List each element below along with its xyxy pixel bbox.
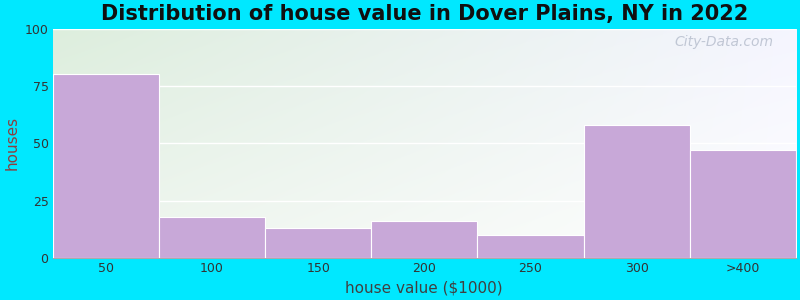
Bar	[371, 221, 478, 258]
Bar	[690, 150, 796, 258]
Y-axis label: houses: houses	[4, 116, 19, 170]
Bar	[53, 74, 159, 258]
Bar	[478, 235, 583, 258]
Title: Distribution of house value in Dover Plains, NY in 2022: Distribution of house value in Dover Pla…	[101, 4, 748, 24]
Text: City-Data.com: City-Data.com	[674, 35, 774, 50]
Bar	[159, 217, 265, 258]
Bar	[265, 228, 371, 258]
Bar	[583, 125, 690, 258]
X-axis label: house value ($1000): house value ($1000)	[346, 281, 503, 296]
